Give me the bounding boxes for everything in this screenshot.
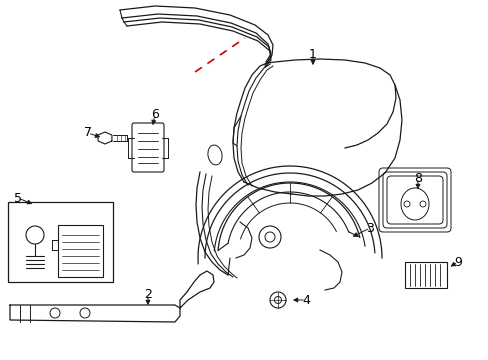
FancyBboxPatch shape: [132, 123, 163, 172]
FancyBboxPatch shape: [382, 172, 446, 228]
Text: 4: 4: [302, 293, 309, 306]
Text: 5: 5: [14, 192, 22, 204]
Text: 3: 3: [366, 221, 373, 234]
FancyBboxPatch shape: [378, 168, 450, 232]
FancyBboxPatch shape: [386, 176, 442, 224]
Bar: [58, 225, 103, 277]
Ellipse shape: [400, 188, 428, 220]
Text: 8: 8: [413, 171, 421, 184]
Text: 2: 2: [144, 288, 152, 302]
Bar: [8, 202, 113, 282]
Text: 6: 6: [151, 108, 159, 122]
Bar: [404, 262, 446, 288]
Text: 9: 9: [453, 256, 461, 269]
Text: 7: 7: [84, 126, 92, 139]
Ellipse shape: [207, 145, 222, 165]
Text: 1: 1: [308, 49, 316, 62]
